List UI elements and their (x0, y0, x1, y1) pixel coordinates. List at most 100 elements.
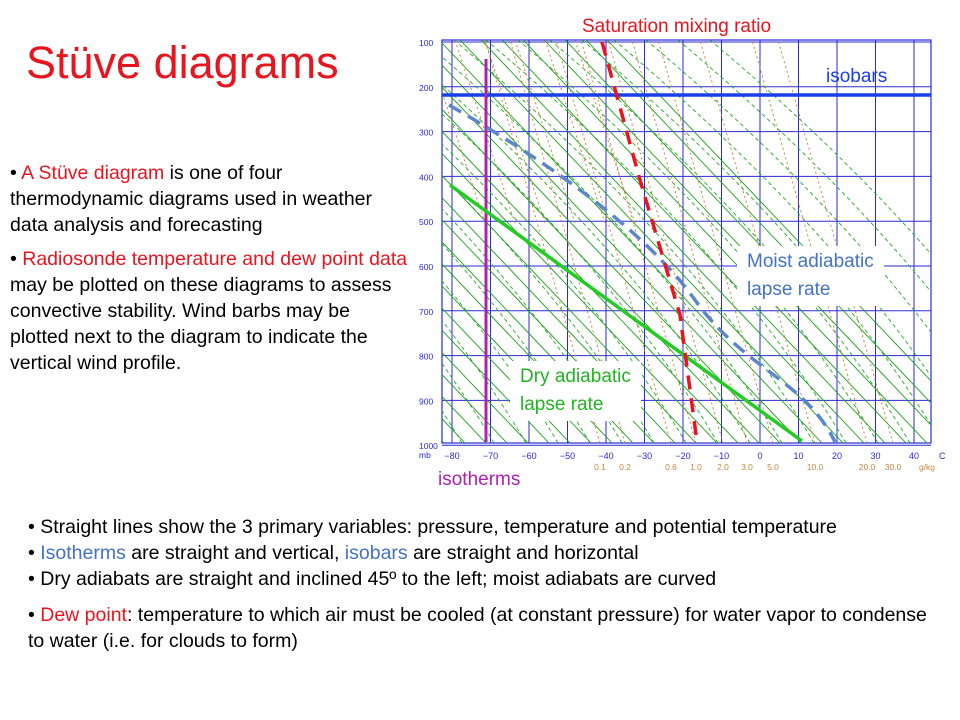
bullet-text: : temperature to which air must be coole… (28, 604, 927, 652)
mixing-ratio-line (484, 40, 546, 224)
dry-adiabat-line (442, 440, 445, 443)
label-line: lapse rate (747, 279, 831, 300)
mixing-ratio-tick-label: 1.0 (690, 462, 702, 472)
dry-adiabat-line (585, 40, 931, 404)
dry-adiabat-line (522, 40, 907, 443)
label-dry-adiabatic: Dry adiabatic lapse rate (510, 361, 641, 421)
pressure-tick-label: 200 (419, 83, 433, 93)
mixing-ratio-tick-label: 20.0 (859, 462, 876, 472)
temperature-unit-label: C (939, 451, 945, 461)
pressure-tick-label: 600 (419, 262, 433, 272)
highlight-lines (442, 41, 931, 443)
dry-adiabat-line (442, 307, 571, 443)
pressure-unit-label: mb (419, 450, 431, 460)
temperature-tick-label: −60 (521, 451, 536, 461)
temperature-tick-label: 40 (909, 451, 919, 461)
highlight-term: Dew point (40, 604, 127, 626)
temperature-tick-label: −10 (714, 451, 729, 461)
temperature-tick-label: 10 (793, 451, 803, 461)
dry-adiabat-line (405, 40, 423, 443)
moist-adiabat-line (442, 113, 719, 443)
temperature-tick-label: 0 (757, 451, 762, 461)
mixing-ratio-line (574, 40, 636, 224)
mixing-ratio-tick-label: 0.2 (619, 462, 631, 472)
dry-adiabat-line (480, 40, 865, 443)
mixing-ratio-tick-label: 0.1 (594, 462, 606, 472)
mixing-ratio-tick-label: 2.0 (717, 462, 729, 472)
dry-adiabat-line (543, 40, 928, 443)
bullet-isotherms-isobars: • Isotherms are straight and vertical, i… (28, 540, 943, 566)
mixing-ratio-line (699, 40, 816, 443)
moist-adiabat-line (442, 319, 527, 443)
pressure-tick-label: 700 (419, 307, 433, 317)
temperature-tick-label: −30 (637, 451, 652, 461)
bullet-adiabats: • Dry adiabats are straight and inclined… (28, 568, 717, 590)
spacer (28, 592, 943, 602)
bullet-radiosonde: • Radiosonde temperature and dew point d… (10, 246, 410, 376)
bullet-stuve-definition: • A Stüve diagram is one of four thermod… (10, 160, 410, 238)
dry-adiabat-line (564, 40, 931, 426)
left-bullet-list: • A Stüve diagram is one of four thermod… (10, 160, 410, 384)
temperature-tick-label: −80 (444, 451, 459, 461)
pressure-tick-label: 900 (419, 396, 433, 406)
temperature-tick-label: −40 (598, 451, 613, 461)
temperature-tick-label: −20 (675, 451, 690, 461)
dry-adiabat-line (501, 40, 886, 443)
bullet-marker: • (28, 604, 41, 626)
label-isotherms: isotherms (438, 469, 521, 490)
mixing-ratio-tick-label: 10.0 (807, 462, 824, 472)
temperature-tick-label: −70 (483, 451, 498, 461)
pressure-tick-label: 1000 (419, 441, 438, 451)
temperature-tick-label: −50 (560, 451, 575, 461)
dry-adiabat-line (606, 40, 931, 382)
highlight-saturation-mixing-ratio (600, 41, 699, 443)
mixing-ratio-line (514, 40, 576, 224)
dry-adiabat-line (442, 108, 760, 443)
dry-adiabat-line (442, 373, 508, 443)
mixing-ratio-tick-label: 0.6 (665, 462, 677, 472)
slide-title: Stüve diagrams (26, 37, 339, 88)
label-line: lapse rate (520, 394, 604, 415)
label-line: Moist adiabatic (747, 251, 874, 272)
bullet-text: is one of four thermodynamic diagrams us… (10, 162, 373, 236)
label-saturation-mixing-ratio: Saturation mixing ratio (582, 16, 772, 37)
highlight-moist-adiabat (448, 103, 837, 443)
moist-adiabat-line (442, 362, 495, 443)
temperature-tick-label: 30 (870, 451, 880, 461)
bullet-primary-variables: • Straight lines show the 3 primary vari… (28, 516, 837, 538)
label-isobars: isobars (826, 66, 888, 87)
highlight-term: A Stüve diagram (21, 162, 165, 184)
dry-adiabat-line (459, 40, 844, 443)
bullet-marker: • (28, 542, 41, 564)
dry-adiabat-line (442, 42, 823, 443)
bottom-bullet-list: • Straight lines show the 3 primary vari… (28, 514, 943, 654)
dry-adiabat-line (442, 64, 802, 443)
mixing-ratio-line (751, 40, 868, 443)
dry-adiabat-line (442, 351, 529, 443)
temperature-tick-label: 20 (832, 451, 842, 461)
bullet-text: are straight and vertical, (125, 542, 345, 564)
dry-adiabat-line (442, 86, 781, 443)
bullet-text: may be plotted on these diagrams to asse… (10, 274, 392, 374)
dry-adiabat-line (442, 396, 487, 443)
bullet-marker: • (10, 162, 22, 184)
pressure-tick-label: 400 (419, 172, 433, 182)
pressure-tick-label: 300 (419, 128, 433, 138)
mixing-ratio-unit-label: g/kg (919, 462, 935, 472)
bullet-text: are straight and horizontal (407, 542, 639, 564)
moist-adiabat-line (405, 40, 430, 443)
mixing-ratio-tick-label: 3.0 (741, 462, 753, 472)
dry-adiabat-line (442, 418, 466, 443)
moist-adiabat-line (442, 143, 687, 443)
bullet-dew-point: • Dew point: temperature to which air mu… (28, 602, 943, 654)
mixing-ratio-tick-label: 30.0 (885, 462, 902, 472)
highlight-term: Radiosonde temperature and dew point dat… (22, 248, 408, 270)
moist-adiabat-line (677, 40, 931, 293)
highlight-term: isobars (344, 542, 408, 564)
label-line: Dry adiabatic (520, 366, 631, 387)
highlight-term: Isotherms (40, 542, 126, 564)
pressure-tick-label: 100 (419, 38, 433, 48)
pressure-tick-label: 500 (419, 217, 433, 227)
moist-adiabat-line (442, 409, 463, 443)
